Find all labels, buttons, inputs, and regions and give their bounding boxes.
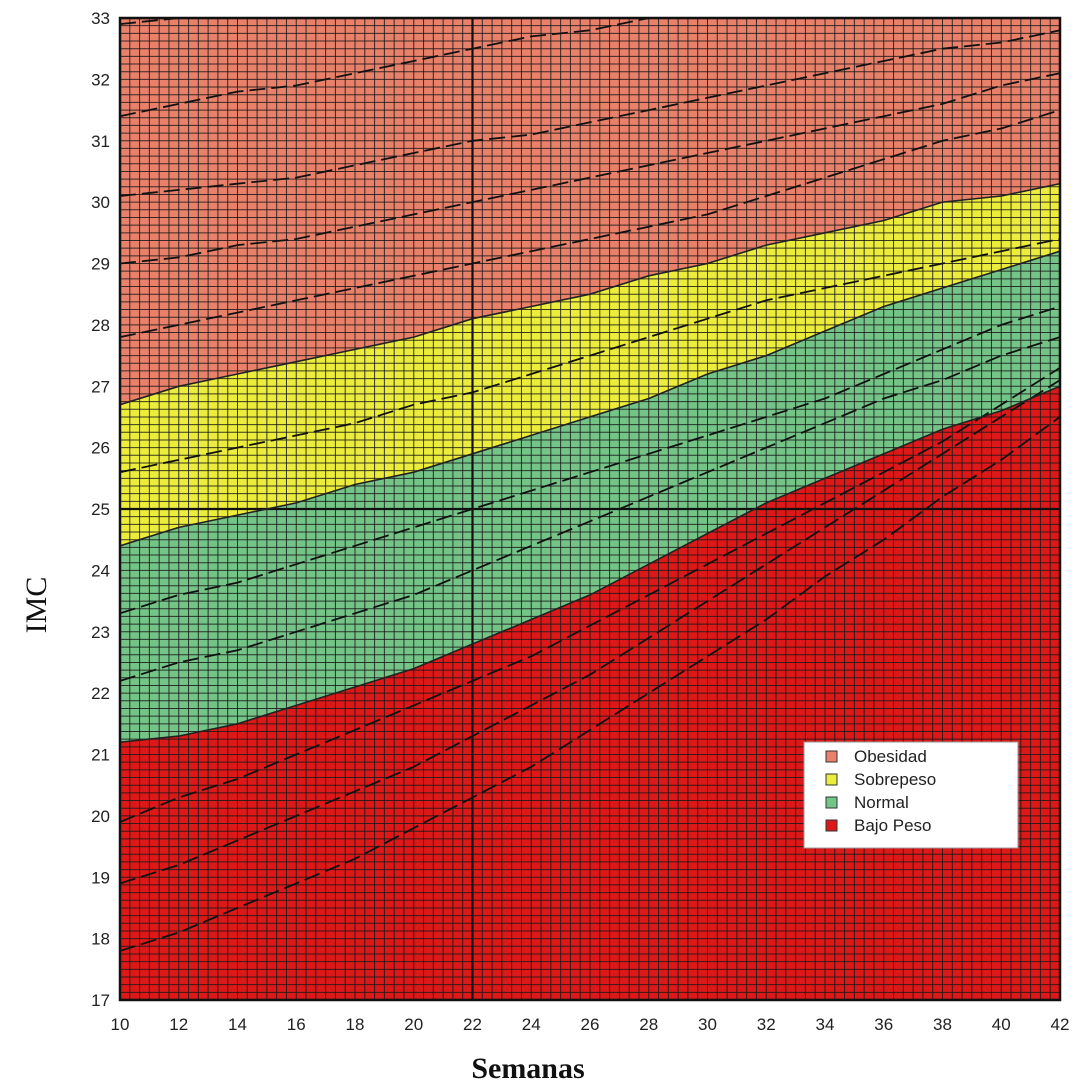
- x-axis-title: Semanas: [471, 1052, 584, 1085]
- y-tick-label: 28: [91, 316, 110, 335]
- legend-label: Bajo Peso: [854, 816, 932, 835]
- legend-box: [803, 741, 1019, 849]
- x-tick-label: 26: [581, 1015, 600, 1034]
- y-tick-label: 21: [91, 746, 110, 765]
- reference-curve-11: [120, 416, 1060, 952]
- y-tick-label: 27: [91, 377, 110, 396]
- y-tick-label: 19: [91, 868, 110, 887]
- x-tick-label: 40: [992, 1015, 1011, 1034]
- x-tick-label: 16: [287, 1015, 306, 1034]
- x-tick-label: 20: [404, 1015, 423, 1034]
- reference-curve-9: [120, 367, 1060, 823]
- boundary-curve-sobrepeso: [120, 250, 1060, 547]
- boundary-curve-obesidad: [120, 182, 1060, 406]
- y-tick-label: 31: [91, 132, 110, 151]
- y-tick-label: 20: [91, 807, 110, 826]
- reference-curve-4: [120, 72, 1060, 265]
- x-tick-label: 22: [463, 1015, 482, 1034]
- y-axis-title: IMC: [20, 577, 53, 634]
- x-tick-label: 24: [522, 1015, 541, 1034]
- plot-frame: [118, 16, 1062, 1002]
- x-tick-label: 30: [698, 1015, 717, 1034]
- y-tick-label: 33: [91, 9, 110, 28]
- y-tick-label: 22: [91, 684, 110, 703]
- y-tick-label: 30: [91, 193, 110, 212]
- y-tick-label: 25: [91, 500, 110, 519]
- x-tick-label: 10: [111, 1015, 130, 1034]
- x-tick-label: 12: [169, 1015, 188, 1034]
- y-tick-label: 18: [91, 930, 110, 949]
- x-tick-label: 28: [639, 1015, 658, 1034]
- boundary-curve-normal: [120, 385, 1060, 743]
- y-tick-label: 29: [91, 255, 110, 274]
- legend-label: Obesidad: [854, 747, 927, 766]
- legend-swatch: [825, 750, 838, 763]
- x-tick-label: 34: [816, 1015, 835, 1034]
- reference-curve-8: [120, 336, 1060, 682]
- x-tick-label: 18: [346, 1015, 365, 1034]
- x-tick-label: 14: [228, 1015, 247, 1034]
- x-tick-label: 32: [757, 1015, 776, 1034]
- reference-curve-6: [120, 238, 1060, 474]
- reference-curve-3: [120, 29, 1060, 197]
- y-tick-label: 32: [91, 70, 110, 89]
- legend-swatch: [825, 796, 838, 809]
- reference-curve-5: [120, 109, 1060, 338]
- x-tick-label: 36: [874, 1015, 893, 1034]
- y-tick-label: 24: [91, 561, 110, 580]
- reference-curve-2: [120, 18, 1060, 118]
- x-tick-label: 42: [1051, 1015, 1070, 1034]
- reference-curve-10: [120, 379, 1060, 885]
- reference-curve-7: [120, 305, 1060, 615]
- legend-label: Normal: [854, 793, 909, 812]
- x-tick-label: 38: [933, 1015, 952, 1034]
- legend-swatch: [825, 773, 838, 786]
- legend-swatch: [825, 819, 838, 832]
- y-tick-label: 17: [91, 991, 110, 1010]
- y-tick-label: 26: [91, 439, 110, 458]
- y-tick-label: 23: [91, 623, 110, 642]
- legend-label: Sobrepeso: [854, 770, 936, 789]
